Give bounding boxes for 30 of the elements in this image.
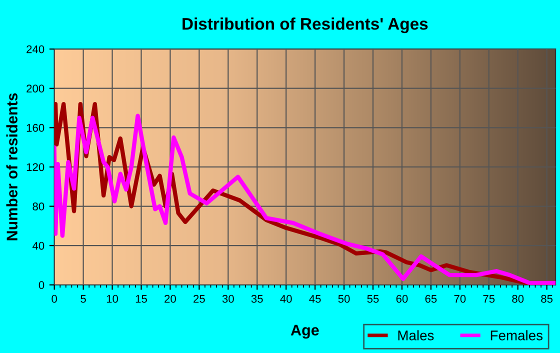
- x-tick-label: 65: [425, 294, 437, 303]
- y-tick-label: 0: [38, 281, 44, 290]
- y-tick-label: 240: [26, 45, 44, 54]
- x-tick-label: 15: [136, 295, 147, 303]
- y-tick-label: 120: [26, 163, 44, 172]
- x-tick-label: 75: [483, 295, 495, 303]
- x-tick-label: 5: [80, 295, 86, 303]
- x-tick-label: 70: [454, 294, 466, 303]
- x-tick-label: 40: [280, 294, 292, 303]
- legend-label: Females: [490, 330, 543, 340]
- y-axis-title: Number of residents: [6, 93, 18, 240]
- x-tick-label: 80: [512, 294, 524, 303]
- x-tick-label: 35: [251, 294, 263, 303]
- x-axis-title: Age: [290, 324, 319, 339]
- x-tick-label: 85: [541, 294, 553, 303]
- x-tick-label: 55: [367, 295, 379, 303]
- x-tick-label: 45: [309, 295, 321, 303]
- legend-label: Males: [398, 330, 434, 340]
- x-tick-label: 60: [396, 294, 408, 303]
- x-tick-label: 25: [194, 294, 205, 303]
- x-tick-label: 0: [52, 294, 57, 303]
- y-tick-label: 40: [32, 242, 44, 250]
- x-tick-label: 50: [338, 294, 350, 303]
- y-tick-label: 160: [26, 124, 44, 132]
- x-tick-label: 10: [106, 294, 118, 303]
- x-tick-label: 30: [222, 294, 234, 303]
- x-tick-label: 20: [164, 294, 176, 303]
- chart-title: Distribution of Residents' Ages: [182, 18, 428, 34]
- y-tick-label: 80: [32, 202, 44, 210]
- y-tick-label: 200: [26, 84, 44, 93]
